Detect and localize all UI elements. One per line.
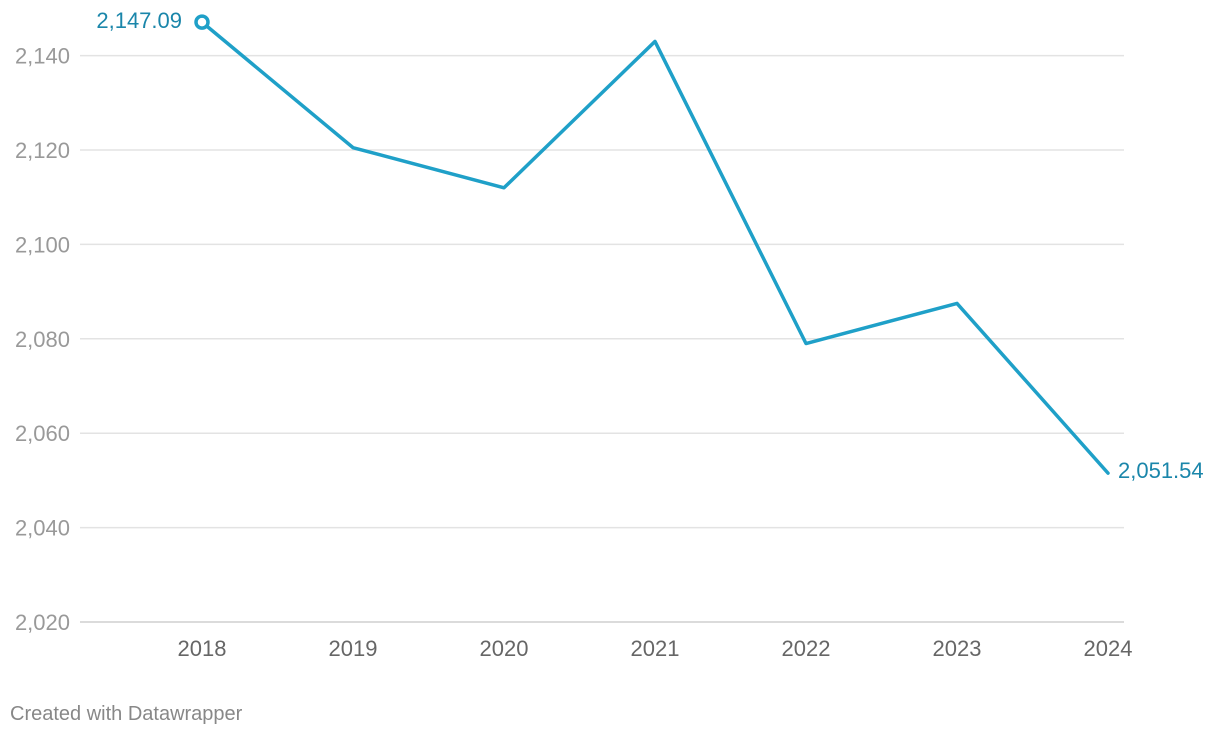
last-value-label: 2,051.54 [1118,458,1204,483]
x-tick-label: 2019 [329,636,378,661]
footer-credit: Created with Datawrapper [10,703,243,725]
data-labels: 2,147.09 2,051.54 [96,8,1203,483]
x-axis-ticks: 2018 2019 2020 2021 2022 2023 2024 [178,636,1133,661]
y-tick-label: 2,120 [15,138,70,163]
first-value-label: 2,147.09 [96,8,182,33]
x-tick-label: 2022 [782,636,831,661]
y-tick-label: 2,080 [15,327,70,352]
x-tick-label: 2024 [1084,636,1133,661]
y-axis-ticks: 2,020 2,040 2,060 2,080 2,100 2,120 2,140 [15,44,70,635]
y-tick-label: 2,020 [15,610,70,635]
y-tick-label: 2,040 [15,516,70,541]
y-tick-label: 2,100 [15,232,70,257]
grid-lines [80,54,1124,623]
start-point-marker [194,14,210,30]
series-layer [194,14,1110,475]
x-tick-label: 2018 [178,636,227,661]
x-tick-label: 2021 [631,636,680,661]
x-tick-label: 2020 [480,636,529,661]
series-line [200,20,1110,475]
y-tick-label: 2,060 [15,421,70,446]
y-tick-label: 2,140 [15,44,70,69]
x-tick-label: 2023 [933,636,982,661]
